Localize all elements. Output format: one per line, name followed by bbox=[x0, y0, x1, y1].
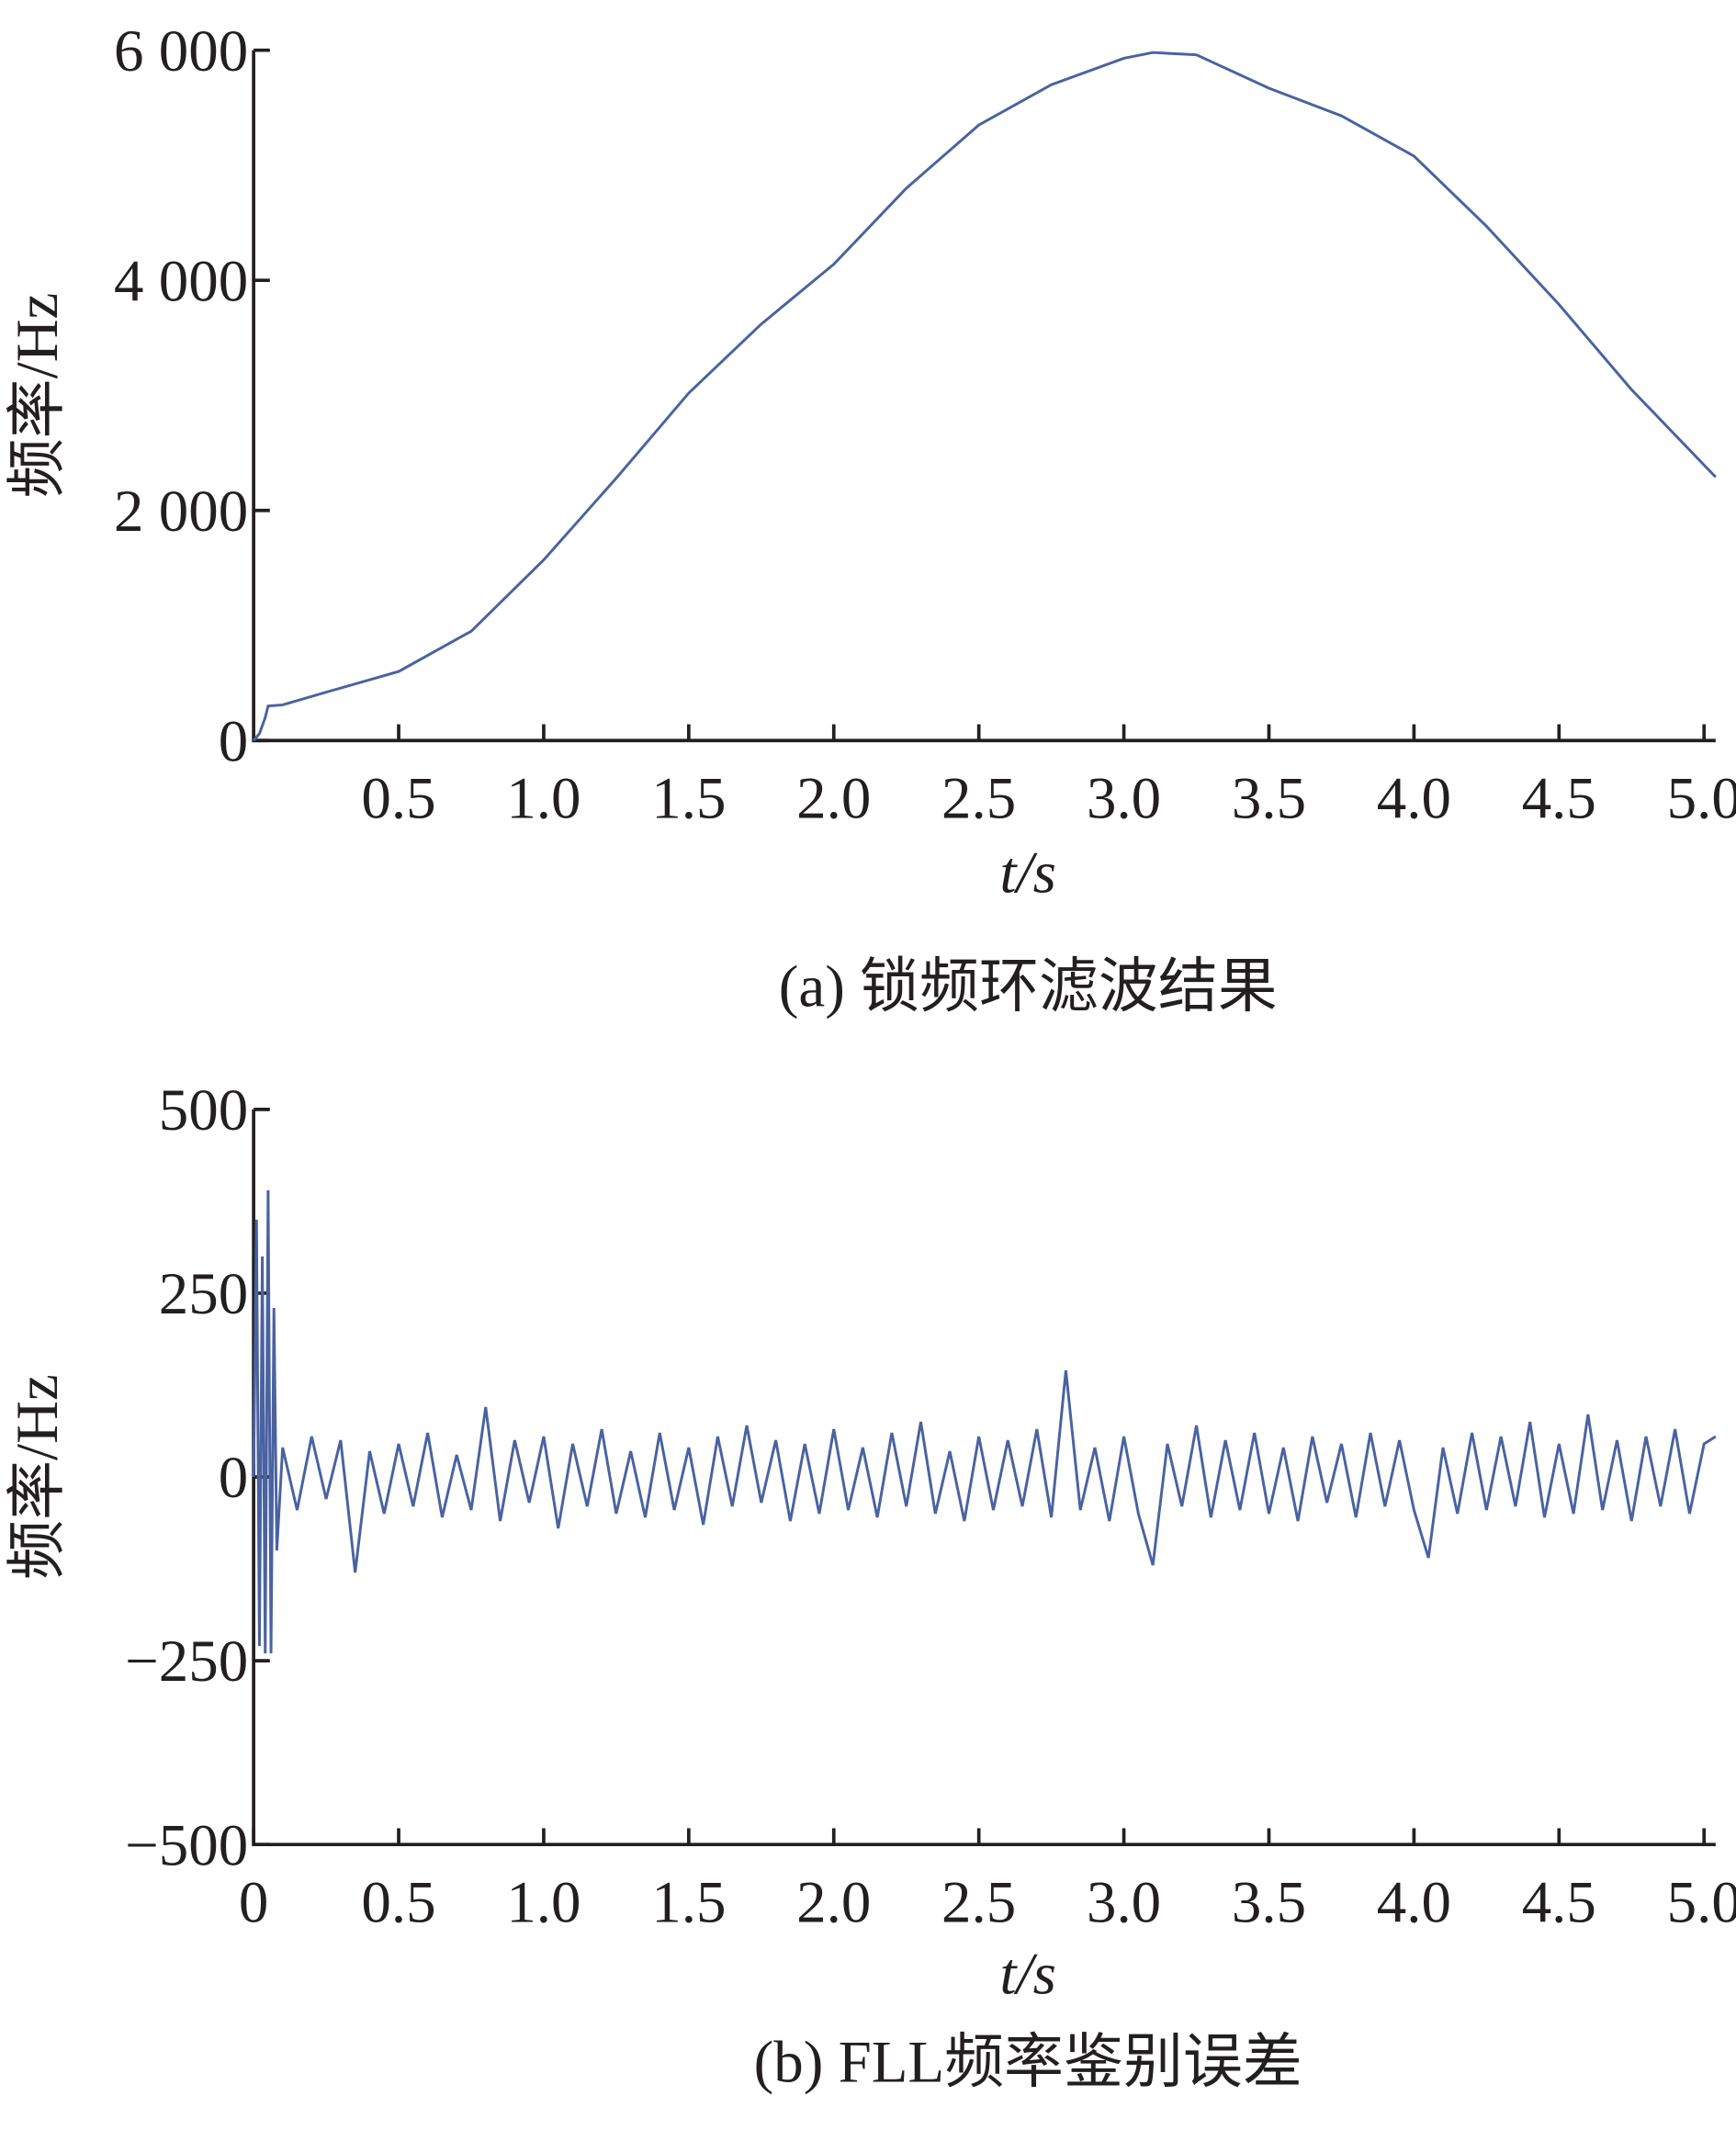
x-tick-label: 4.0 bbox=[1377, 765, 1451, 831]
y-tick-label: 6 000 bbox=[114, 18, 248, 85]
x-tick-label: 3.0 bbox=[1087, 1869, 1161, 1935]
x-tick-label: 1.0 bbox=[506, 1869, 581, 1935]
x-tick-label: 2.0 bbox=[796, 765, 871, 831]
x-tick-label: 4.5 bbox=[1522, 765, 1596, 831]
x-tick-label: 4.0 bbox=[1377, 1869, 1451, 1935]
x-tick-label: 0 bbox=[239, 1869, 268, 1935]
y-tick-label: 0 bbox=[219, 708, 248, 774]
x-tick-label: 3.0 bbox=[1087, 765, 1161, 831]
y-tick-label: −250 bbox=[125, 1628, 248, 1695]
x-tick-label: 3.5 bbox=[1232, 1869, 1306, 1935]
x-tick-label: 2.0 bbox=[796, 1869, 871, 1935]
x-tick-label: 2.5 bbox=[941, 1869, 1016, 1935]
axes bbox=[252, 50, 1716, 743]
x-tick-label: 1.5 bbox=[651, 1869, 726, 1935]
y-axis-label: 频率/Hz bbox=[5, 1374, 71, 1580]
x-tick-label: 0.5 bbox=[361, 765, 435, 831]
x-tick-label: 1.5 bbox=[651, 765, 726, 831]
caption: (b) FLL频率鉴别误差 bbox=[754, 2030, 1302, 2096]
x-axis-label: t/s bbox=[1000, 840, 1056, 907]
y-tick-label: 500 bbox=[159, 1077, 248, 1144]
x-tick-label: 0.5 bbox=[361, 1869, 435, 1935]
y-tick-label: 0 bbox=[219, 1445, 248, 1511]
y-tick-label: −500 bbox=[125, 1812, 248, 1878]
line bbox=[252, 1189, 1717, 1654]
caption: (a) 锁频环滤波结果 bbox=[779, 954, 1278, 1020]
y-tick-label: 250 bbox=[159, 1261, 248, 1327]
y-tick-label: 4 000 bbox=[114, 248, 248, 314]
x-axis-label: t/s bbox=[1000, 1942, 1056, 2008]
x-tick-label: 5.0 bbox=[1667, 765, 1736, 831]
x-tick-label: 4.5 bbox=[1522, 1869, 1596, 1935]
x-tick-label: 3.5 bbox=[1232, 765, 1306, 831]
y-axis-label: 频率/Hz bbox=[5, 293, 71, 499]
y-tick-label: 2 000 bbox=[114, 479, 248, 545]
x-tick-label: 1.0 bbox=[506, 765, 581, 831]
x-tick-label: 2.5 bbox=[941, 765, 1016, 831]
line bbox=[252, 51, 1717, 742]
axes bbox=[252, 1109, 1716, 1847]
x-tick-label: 5.0 bbox=[1667, 1869, 1736, 1935]
